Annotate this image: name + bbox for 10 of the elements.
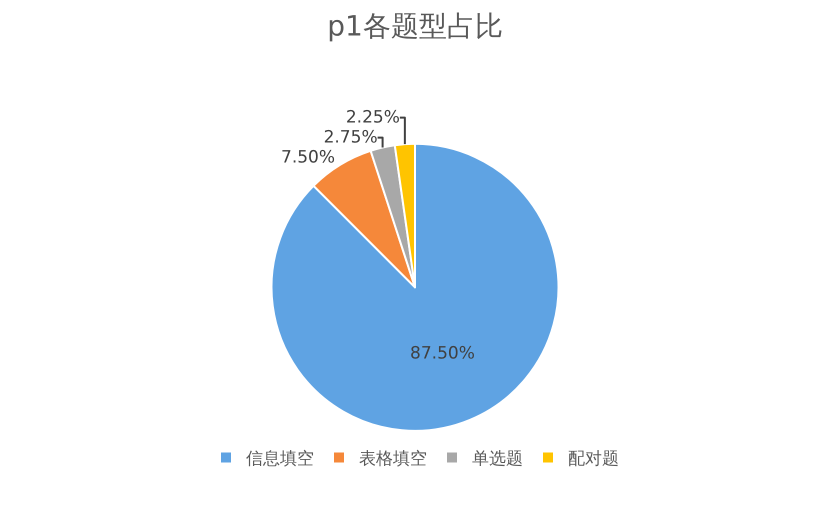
pie-slice	[270, 142, 560, 432]
data-label: 2.25%	[346, 108, 400, 128]
data-label: 87.50%	[410, 344, 475, 364]
data-label: 7.50%	[281, 148, 336, 168]
legend-label: 信息填空	[246, 449, 314, 470]
legend-label: 配对题	[568, 449, 619, 470]
data-label: 2.75%	[324, 128, 378, 148]
legend-label: 单选题	[472, 449, 523, 470]
legend-label: 表格填空	[359, 449, 427, 470]
chart-title: p1各题型占比	[327, 10, 503, 42]
